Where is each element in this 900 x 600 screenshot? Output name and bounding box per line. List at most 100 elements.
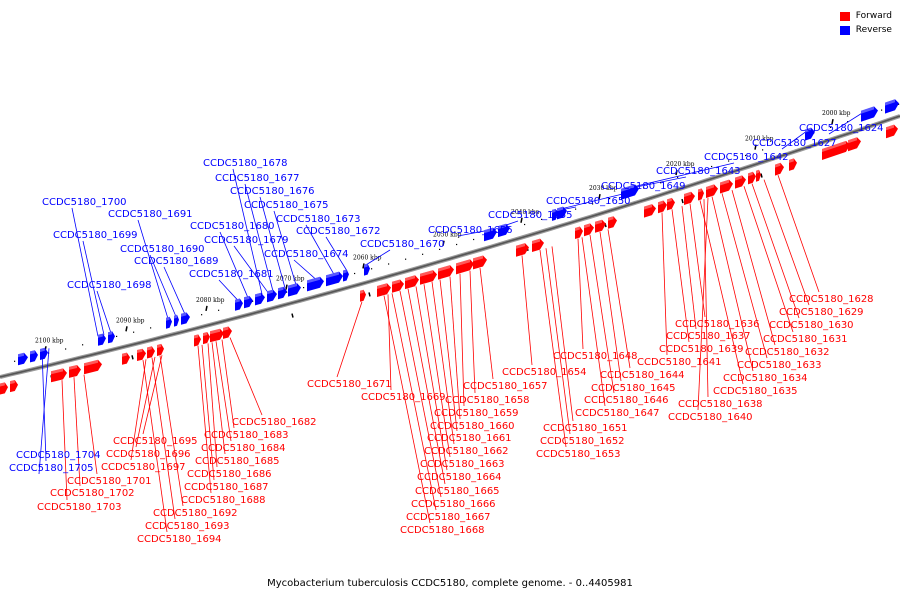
reverse-gene[interactable] — [326, 271, 343, 287]
reverse-gene[interactable] — [244, 295, 253, 309]
reverse-gene[interactable] — [235, 298, 243, 311]
reverse-gene[interactable] — [805, 127, 815, 141]
forward-gene[interactable] — [210, 328, 224, 343]
reverse-gene-label[interactable]: CCDC5180_1681 — [189, 269, 274, 280]
reverse-gene[interactable] — [288, 283, 301, 297]
reverse-gene[interactable] — [267, 289, 277, 303]
forward-gene-label[interactable]: CCDC5180_1685 — [195, 456, 280, 467]
forward-gene[interactable] — [473, 255, 487, 270]
forward-gene-label[interactable]: CCDC5180_1638 — [678, 399, 763, 410]
forward-gene-label[interactable]: CCDC5180_1669 — [361, 392, 446, 403]
reverse-gene[interactable] — [885, 99, 899, 114]
forward-gene-label[interactable]: CCDC5180_1644 — [600, 370, 685, 381]
reverse-gene-label[interactable]: CCDC5180_1700 — [42, 197, 127, 208]
forward-gene-label[interactable]: CCDC5180_1693 — [145, 521, 230, 532]
reverse-gene-label[interactable]: CCDC5180_1699 — [53, 230, 138, 241]
reverse-gene-label[interactable]: CCDC5180_1689 — [134, 256, 219, 267]
forward-gene[interactable] — [137, 348, 146, 361]
reverse-gene[interactable] — [557, 206, 567, 220]
forward-gene[interactable] — [775, 162, 784, 176]
forward-gene[interactable] — [84, 359, 102, 375]
forward-gene-label[interactable]: CCDC5180_1636 — [675, 319, 760, 330]
reverse-gene[interactable] — [98, 333, 106, 346]
reverse-gene-label[interactable]: CCDC5180_1676 — [230, 186, 315, 197]
forward-gene-label[interactable]: CCDC5180_1697 — [101, 462, 186, 473]
reverse-gene-label[interactable]: CCDC5180_1649 — [601, 181, 686, 192]
forward-gene-label[interactable]: CCDC5180_1687 — [184, 482, 269, 493]
reverse-gene-label[interactable]: CCDC5180_1650 — [546, 196, 631, 207]
reverse-gene-label[interactable]: CCDC5180_1705 — [9, 463, 94, 474]
forward-gene[interactable] — [720, 179, 733, 194]
forward-gene-label[interactable]: CCDC5180_1641 — [637, 357, 722, 368]
forward-gene[interactable] — [392, 279, 404, 293]
forward-gene-label[interactable]: CCDC5180_1668 — [400, 525, 485, 536]
forward-gene[interactable] — [644, 204, 656, 218]
forward-gene-label[interactable]: CCDC5180_1660 — [430, 421, 515, 432]
forward-gene[interactable] — [157, 343, 164, 356]
forward-gene-label[interactable]: CCDC5180_1652 — [540, 436, 625, 447]
forward-gene-label[interactable]: CCDC5180_1666 — [411, 499, 496, 510]
forward-gene-label[interactable]: CCDC5180_1648 — [553, 351, 638, 362]
reverse-gene[interactable] — [364, 263, 370, 276]
forward-gene-label[interactable]: CCDC5180_1662 — [424, 446, 509, 457]
reverse-gene-label[interactable]: CCDC5180_1678 — [203, 158, 288, 169]
forward-gene[interactable] — [10, 380, 18, 393]
reverse-gene[interactable] — [255, 292, 265, 306]
forward-gene-label[interactable]: CCDC5180_1640 — [668, 412, 753, 423]
forward-gene-label[interactable]: CCDC5180_1629 — [779, 307, 864, 318]
forward-gene[interactable] — [438, 265, 454, 280]
reverse-gene[interactable] — [108, 331, 115, 344]
reverse-gene-label[interactable]: CCDC5180_1690 — [120, 244, 205, 255]
reverse-gene-label[interactable]: CCDC5180_1679 — [204, 235, 289, 246]
reverse-gene-label[interactable]: CCDC5180_1677 — [215, 173, 300, 184]
forward-gene-label[interactable]: CCDC5180_1646 — [584, 395, 669, 406]
forward-gene[interactable] — [405, 275, 419, 290]
forward-gene[interactable] — [886, 124, 898, 139]
forward-gene-label[interactable]: CCDC5180_1682 — [232, 417, 317, 428]
forward-gene-label[interactable]: CCDC5180_1651 — [543, 423, 628, 434]
reverse-gene-label[interactable]: CCDC5180_1642 — [704, 152, 789, 163]
reverse-gene-label[interactable]: CCDC5180_1655 — [488, 210, 573, 221]
forward-gene-label[interactable]: CCDC5180_1688 — [181, 495, 266, 506]
forward-gene[interactable] — [848, 137, 861, 152]
forward-gene[interactable] — [122, 352, 130, 365]
forward-gene[interactable] — [420, 270, 437, 285]
forward-gene-label[interactable]: CCDC5180_1635 — [713, 386, 798, 397]
forward-gene-label[interactable]: CCDC5180_1659 — [434, 408, 519, 419]
forward-gene[interactable] — [51, 368, 67, 383]
forward-gene[interactable] — [0, 382, 8, 395]
forward-gene-label[interactable]: CCDC5180_1694 — [137, 534, 222, 545]
forward-gene-label[interactable]: CCDC5180_1701 — [67, 476, 152, 487]
forward-gene[interactable] — [608, 216, 617, 229]
forward-gene[interactable] — [735, 175, 746, 189]
forward-gene[interactable] — [658, 200, 667, 214]
reverse-gene[interactable] — [30, 350, 38, 363]
forward-gene[interactable] — [684, 191, 695, 205]
forward-gene[interactable] — [223, 326, 232, 339]
reverse-gene-label[interactable]: CCDC5180_1674 — [264, 249, 349, 260]
forward-gene[interactable] — [516, 243, 529, 257]
reverse-gene[interactable] — [166, 316, 172, 329]
reverse-gene-label[interactable]: CCDC5180_1672 — [296, 226, 381, 237]
reverse-gene[interactable] — [552, 208, 558, 221]
forward-gene-label[interactable]: CCDC5180_1692 — [153, 508, 238, 519]
reverse-gene-label[interactable]: CCDC5180_1704 — [16, 450, 101, 461]
forward-gene[interactable] — [698, 188, 704, 201]
reverse-gene-label[interactable]: CCDC5180_1643 — [656, 166, 741, 177]
forward-gene-label[interactable]: CCDC5180_1686 — [187, 469, 272, 480]
forward-gene-label[interactable]: CCDC5180_1634 — [723, 373, 808, 384]
forward-gene-label[interactable]: CCDC5180_1637 — [666, 331, 751, 342]
forward-gene-label[interactable]: CCDC5180_1657 — [463, 381, 548, 392]
forward-gene-label[interactable]: CCDC5180_1696 — [106, 449, 191, 460]
forward-gene[interactable] — [69, 365, 81, 378]
forward-gene-label[interactable]: CCDC5180_1630 — [769, 320, 854, 331]
forward-gene[interactable] — [756, 169, 761, 182]
forward-gene[interactable] — [456, 259, 474, 275]
forward-gene[interactable] — [360, 289, 366, 302]
forward-gene-label[interactable]: CCDC5180_1631 — [763, 334, 848, 345]
forward-gene[interactable] — [203, 332, 210, 345]
reverse-gene-label[interactable]: CCDC5180_1680 — [190, 221, 275, 232]
reverse-gene-label[interactable]: CCDC5180_1670 — [360, 239, 445, 250]
forward-gene[interactable] — [575, 226, 583, 240]
forward-gene-label[interactable]: CCDC5180_1684 — [201, 443, 286, 454]
